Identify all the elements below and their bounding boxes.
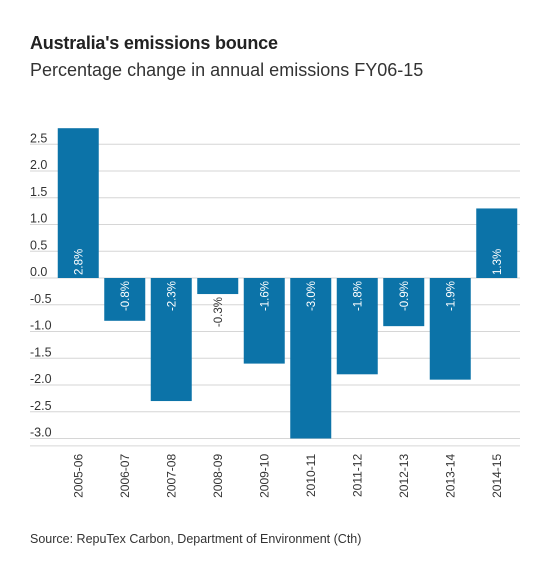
data-label: -0.3% [213, 297, 225, 327]
x-tick-label: 2008-09 [211, 454, 225, 498]
y-tick-label: -3.0 [30, 426, 52, 440]
chart-title: Australia's emissions bounce [30, 33, 278, 53]
y-tick-label: 0.0 [30, 265, 47, 279]
y-tick-label: -1.5 [30, 345, 52, 359]
data-label: -1.8% [352, 281, 364, 311]
data-label: -3.0% [306, 281, 318, 311]
bar-2011-12 [336, 278, 378, 375]
data-label: -1.9% [445, 281, 457, 311]
data-label: 1.3% [492, 249, 504, 275]
y-axis-ticks: 2.5 2.0 1.5 1.0 0.5 0.0 -0.5 -1.0 -1.5 -2.0 -2.5 -3… [30, 131, 52, 439]
data-labels: 2.8% -0.8% -2.3% -0.3% -1.6% -3.0% -1.8% -0.9% -… [73, 249, 504, 327]
bar-2014-15 [476, 208, 518, 278]
y-tick-label: 1.5 [30, 185, 47, 199]
x-tick-label: 2013-14 [443, 454, 457, 498]
source-note: Source: RepuTex Carbon, Department of En… [30, 532, 362, 546]
y-tick-label: -2.0 [30, 372, 52, 386]
x-tick-label: 2007-08 [164, 454, 178, 498]
x-tick-label: 2009-10 [257, 454, 271, 498]
y-tick-label: -2.5 [30, 399, 52, 413]
y-tick-label: 1.0 [30, 212, 47, 226]
y-tick-label: -0.5 [30, 292, 52, 306]
bars [57, 128, 518, 439]
bar-2012-13 [383, 278, 425, 327]
x-tick-label: 2014-15 [490, 454, 504, 498]
bar-2009-10 [243, 278, 285, 364]
bar-2006-07 [104, 278, 146, 321]
x-tick-label: 2005-06 [71, 454, 85, 498]
x-tick-label: 2006-07 [118, 454, 132, 498]
x-tick-label: 2011-12 [350, 454, 364, 497]
y-tick-label: 2.0 [30, 158, 47, 172]
data-label: -2.3% [166, 281, 178, 311]
x-tick-label: 2012-13 [397, 454, 411, 498]
y-tick-label: -1.0 [30, 319, 52, 333]
bar-2013-14 [429, 278, 471, 380]
y-tick-label: 0.5 [30, 238, 47, 252]
data-label: -1.6% [259, 281, 271, 311]
x-tick-label: 2010-11 [304, 454, 318, 497]
chart-subtitle: Percentage change in annual emissions FY… [30, 60, 424, 80]
y-tick-label: 2.5 [30, 131, 47, 145]
bar-2008-09 [197, 278, 239, 295]
bar-2005-06 [57, 128, 99, 278]
bar-2010-11 [290, 278, 332, 439]
data-label: 2.8% [73, 249, 85, 275]
bar-2007-08 [150, 278, 192, 402]
data-label: -0.9% [399, 281, 411, 311]
x-axis-ticks: 2005-06 2006-07 2007-08 2008-09 2009-10 2010-… [71, 454, 504, 498]
data-label: -0.8% [120, 281, 132, 311]
